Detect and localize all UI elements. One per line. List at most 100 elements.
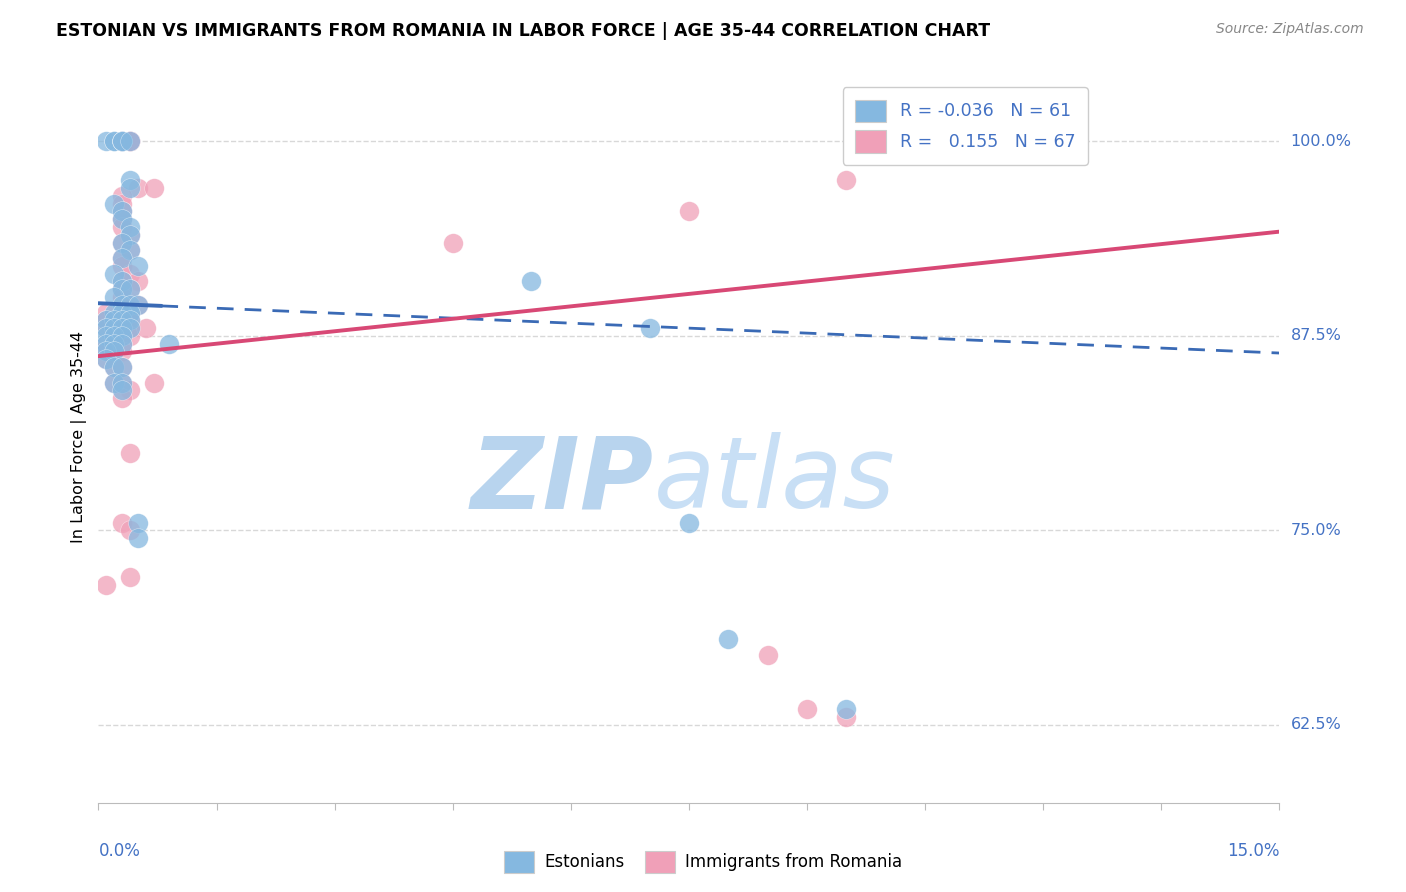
Point bbox=[103, 135, 125, 149]
Point bbox=[103, 329, 125, 343]
Point bbox=[103, 376, 125, 390]
Point bbox=[118, 135, 141, 149]
Point bbox=[111, 204, 134, 219]
Point bbox=[96, 578, 118, 592]
Point bbox=[111, 376, 134, 390]
Point bbox=[118, 267, 141, 281]
Legend: Estonians, Immigrants from Romania: Estonians, Immigrants from Romania bbox=[498, 845, 908, 880]
Point bbox=[103, 336, 125, 351]
Point bbox=[111, 336, 134, 351]
Point bbox=[127, 298, 149, 312]
Point bbox=[118, 321, 141, 335]
Point bbox=[111, 384, 134, 398]
Point bbox=[111, 135, 134, 149]
Point bbox=[111, 313, 134, 327]
Text: 15.0%: 15.0% bbox=[1227, 842, 1279, 860]
Point bbox=[103, 336, 125, 351]
Point bbox=[111, 135, 134, 149]
Point bbox=[118, 329, 141, 343]
Text: 100.0%: 100.0% bbox=[1291, 134, 1351, 149]
Point bbox=[118, 135, 141, 149]
Point bbox=[111, 135, 134, 149]
Text: atlas: atlas bbox=[654, 433, 896, 530]
Point bbox=[96, 344, 118, 359]
Point bbox=[118, 135, 141, 149]
Point bbox=[118, 219, 141, 234]
Point bbox=[111, 305, 134, 319]
Point bbox=[118, 298, 141, 312]
Point bbox=[103, 290, 125, 304]
Point bbox=[118, 305, 141, 319]
Point bbox=[835, 702, 858, 716]
Point bbox=[96, 329, 118, 343]
Point bbox=[796, 702, 818, 716]
Text: 0.0%: 0.0% bbox=[98, 842, 141, 860]
Point bbox=[756, 648, 779, 662]
Point bbox=[118, 135, 141, 149]
Point bbox=[111, 275, 134, 289]
Point bbox=[96, 321, 118, 335]
Point bbox=[111, 259, 134, 273]
Point bbox=[103, 329, 125, 343]
Point bbox=[127, 259, 149, 273]
Point bbox=[118, 173, 141, 187]
Point bbox=[103, 196, 125, 211]
Point bbox=[638, 321, 661, 335]
Point bbox=[111, 219, 134, 234]
Point bbox=[118, 384, 141, 398]
Text: ZIP: ZIP bbox=[471, 433, 654, 530]
Point bbox=[118, 445, 141, 459]
Point bbox=[111, 212, 134, 227]
Point bbox=[103, 344, 125, 359]
Point bbox=[118, 570, 141, 584]
Point bbox=[96, 352, 118, 367]
Point bbox=[96, 135, 118, 149]
Point bbox=[111, 189, 134, 203]
Point bbox=[111, 204, 134, 219]
Point bbox=[103, 305, 125, 319]
Point bbox=[118, 135, 141, 149]
Point bbox=[111, 305, 134, 319]
Point bbox=[111, 321, 134, 335]
Point bbox=[96, 313, 118, 327]
Point bbox=[111, 275, 134, 289]
Text: 87.5%: 87.5% bbox=[1291, 328, 1341, 343]
Point bbox=[118, 181, 141, 195]
Point bbox=[111, 321, 134, 335]
Point bbox=[103, 313, 125, 327]
Point bbox=[678, 516, 700, 530]
Point bbox=[127, 181, 149, 195]
Point bbox=[111, 235, 134, 250]
Point bbox=[111, 298, 134, 312]
Point bbox=[441, 235, 464, 250]
Point bbox=[717, 632, 740, 647]
Point bbox=[103, 135, 125, 149]
Point bbox=[96, 352, 118, 367]
Point bbox=[111, 251, 134, 265]
Text: Source: ZipAtlas.com: Source: ZipAtlas.com bbox=[1216, 22, 1364, 37]
Point bbox=[118, 227, 141, 242]
Point bbox=[96, 305, 118, 319]
Point bbox=[111, 235, 134, 250]
Point bbox=[111, 135, 134, 149]
Point bbox=[111, 344, 134, 359]
Point bbox=[111, 251, 134, 265]
Point bbox=[111, 282, 134, 296]
Point bbox=[118, 305, 141, 319]
Point bbox=[127, 298, 149, 312]
Point bbox=[678, 204, 700, 219]
Point bbox=[111, 516, 134, 530]
Point bbox=[103, 267, 125, 281]
Point bbox=[111, 135, 134, 149]
Point bbox=[520, 275, 543, 289]
Point bbox=[118, 313, 141, 327]
Point bbox=[835, 710, 858, 724]
Point bbox=[111, 135, 134, 149]
Point bbox=[111, 212, 134, 227]
Point bbox=[111, 196, 134, 211]
Point bbox=[111, 329, 134, 343]
Point bbox=[103, 321, 125, 335]
Point bbox=[111, 359, 134, 374]
Point bbox=[96, 313, 118, 327]
Point bbox=[96, 321, 118, 335]
